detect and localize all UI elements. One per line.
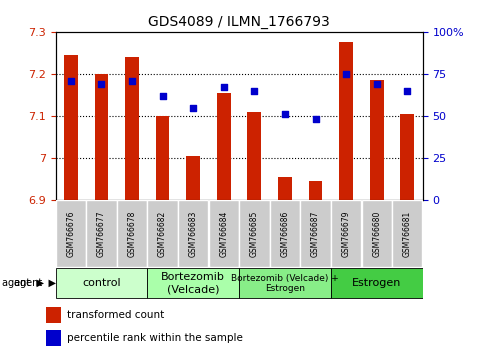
Bar bbox=[392, 200, 423, 267]
Bar bbox=[309, 181, 323, 200]
Bar bbox=[117, 200, 147, 267]
Text: GSM766682: GSM766682 bbox=[158, 211, 167, 257]
Bar bbox=[239, 268, 331, 298]
Text: GSM766676: GSM766676 bbox=[66, 210, 75, 257]
Bar bbox=[217, 93, 231, 200]
Bar bbox=[300, 200, 331, 267]
Bar bbox=[64, 55, 78, 200]
Point bbox=[342, 71, 350, 77]
Bar bbox=[331, 268, 423, 298]
Text: GSM766687: GSM766687 bbox=[311, 210, 320, 257]
Point bbox=[373, 81, 381, 87]
Text: GSM766686: GSM766686 bbox=[281, 210, 289, 257]
Bar bbox=[56, 268, 147, 298]
Bar bbox=[46, 330, 61, 346]
Bar bbox=[370, 80, 384, 200]
Text: control: control bbox=[82, 278, 121, 288]
Bar bbox=[339, 42, 353, 200]
Text: GSM766684: GSM766684 bbox=[219, 210, 228, 257]
Point bbox=[128, 78, 136, 84]
Text: GSM766679: GSM766679 bbox=[341, 210, 351, 257]
Bar bbox=[86, 200, 116, 267]
Text: percentile rank within the sample: percentile rank within the sample bbox=[67, 333, 242, 343]
Text: GSM766680: GSM766680 bbox=[372, 210, 381, 257]
Bar bbox=[95, 74, 108, 200]
Point bbox=[189, 105, 197, 110]
Bar bbox=[178, 200, 208, 267]
Bar bbox=[147, 200, 178, 267]
Point bbox=[312, 116, 319, 122]
Bar bbox=[46, 307, 61, 323]
Text: GSM766678: GSM766678 bbox=[128, 210, 137, 257]
Point bbox=[220, 85, 227, 90]
Bar bbox=[125, 57, 139, 200]
Bar bbox=[400, 114, 414, 200]
Text: Estrogen: Estrogen bbox=[352, 278, 401, 288]
Bar bbox=[270, 200, 300, 267]
Text: GSM766685: GSM766685 bbox=[250, 210, 259, 257]
Text: Bortezomib (Velcade) +
Estrogen: Bortezomib (Velcade) + Estrogen bbox=[231, 274, 339, 293]
Point bbox=[98, 81, 105, 87]
Bar bbox=[186, 156, 200, 200]
Text: agent  ▶: agent ▶ bbox=[14, 278, 56, 288]
Text: Bortezomib
(Velcade): Bortezomib (Velcade) bbox=[161, 272, 225, 294]
Point bbox=[67, 78, 75, 84]
Bar bbox=[56, 200, 86, 267]
Bar bbox=[278, 177, 292, 200]
Point bbox=[403, 88, 411, 93]
Title: GDS4089 / ILMN_1766793: GDS4089 / ILMN_1766793 bbox=[148, 16, 330, 29]
Text: transformed count: transformed count bbox=[67, 310, 164, 320]
Text: agent  ▶: agent ▶ bbox=[2, 278, 44, 288]
Text: GSM766681: GSM766681 bbox=[403, 211, 412, 257]
Text: GSM766683: GSM766683 bbox=[189, 210, 198, 257]
Bar bbox=[247, 112, 261, 200]
Bar bbox=[147, 268, 239, 298]
Bar bbox=[331, 200, 361, 267]
Bar bbox=[209, 200, 239, 267]
Bar bbox=[362, 200, 392, 267]
Point bbox=[159, 93, 167, 98]
Point bbox=[251, 88, 258, 93]
Text: GSM766677: GSM766677 bbox=[97, 210, 106, 257]
Point bbox=[281, 112, 289, 117]
Bar bbox=[156, 116, 170, 200]
Bar bbox=[239, 200, 270, 267]
